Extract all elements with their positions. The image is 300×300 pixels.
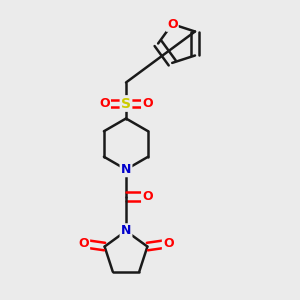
Text: O: O <box>167 18 178 31</box>
Text: N: N <box>121 224 131 238</box>
Text: O: O <box>142 97 153 110</box>
Text: N: N <box>121 163 131 176</box>
Text: O: O <box>78 237 89 250</box>
Text: O: O <box>163 237 174 250</box>
Text: O: O <box>142 190 153 203</box>
Text: O: O <box>99 97 110 110</box>
Text: S: S <box>121 97 131 110</box>
